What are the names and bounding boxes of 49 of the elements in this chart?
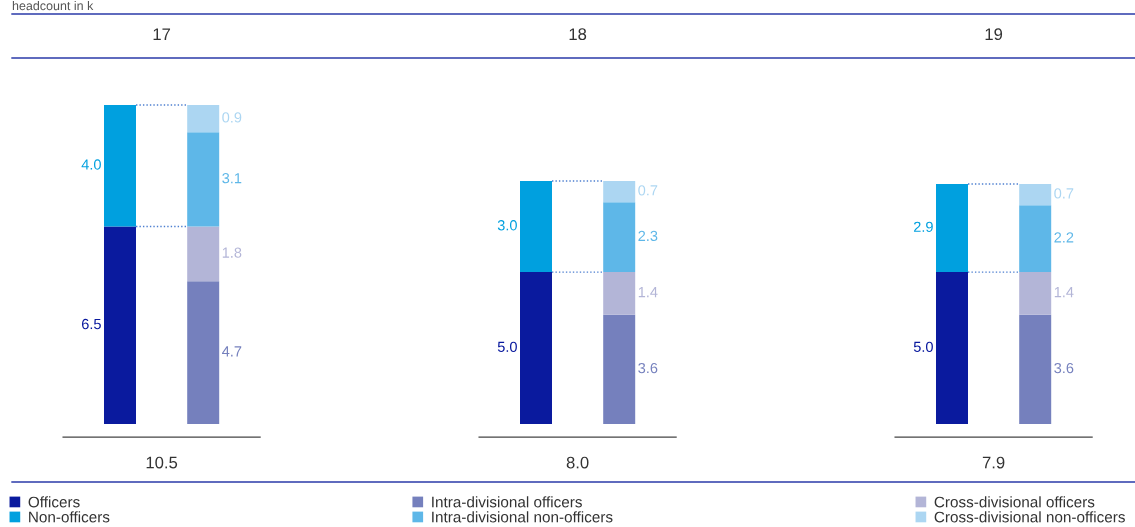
bar: [936, 272, 968, 424]
data-label: 3.0: [497, 220, 517, 231]
data-label: 4.7: [222, 346, 242, 357]
data-label: 2.3: [638, 230, 658, 242]
bar: [187, 105, 220, 133]
chart-title: headcount in k: [12, 1, 94, 11]
data-label: 4.0: [81, 159, 101, 170]
legend-label: Cross-divisional officers: [934, 496, 1095, 508]
data-label: 6.5: [81, 318, 101, 330]
bar: [1019, 205, 1052, 273]
bar: [187, 132, 220, 227]
legend-label: Intra-divisional officers: [432, 496, 582, 508]
bar: [1019, 314, 1052, 424]
x-tick-label: 19: [985, 28, 1003, 41]
x-tick-label: 18: [569, 28, 587, 41]
data-label: 1.8: [222, 247, 242, 258]
data-label: 0.9: [222, 112, 242, 123]
data-label: 1.4: [1054, 287, 1074, 298]
bar: [520, 180, 552, 273]
bar: [104, 226, 136, 424]
data-label: 3.1: [222, 173, 242, 184]
bar: [603, 314, 636, 424]
bar: [187, 281, 220, 424]
bar: [603, 272, 636, 315]
data-label: 0.7: [638, 185, 658, 196]
legend-label: Non-officers: [29, 511, 110, 523]
legend-label: Intra-divisional non-officers: [432, 511, 613, 523]
data-label: 0.7: [1054, 188, 1074, 199]
data-label: 2.9: [913, 221, 933, 232]
data-label: 3.6: [1054, 362, 1074, 374]
data-label: 3.6: [638, 362, 658, 374]
bar: [1019, 272, 1052, 315]
data-label: 1.4: [638, 287, 658, 298]
bar: [603, 202, 636, 273]
legend-label: Cross-divisional non-officers: [934, 511, 1125, 523]
bar: [936, 183, 968, 273]
text: 10.5: [146, 456, 178, 469]
bar: [603, 180, 636, 203]
data-label: 5.0: [497, 341, 517, 352]
legend-label: Officers: [28, 496, 80, 508]
data-label: 2.2: [1054, 232, 1074, 243]
text: 8.0: [566, 456, 589, 469]
bar: [520, 272, 552, 424]
data-label: 5.0: [913, 341, 933, 352]
bar: [104, 105, 136, 227]
x-tick-label: 17: [153, 28, 171, 40]
text: 7.9: [982, 456, 1005, 469]
bar: [1019, 183, 1052, 206]
bar: [187, 226, 220, 282]
